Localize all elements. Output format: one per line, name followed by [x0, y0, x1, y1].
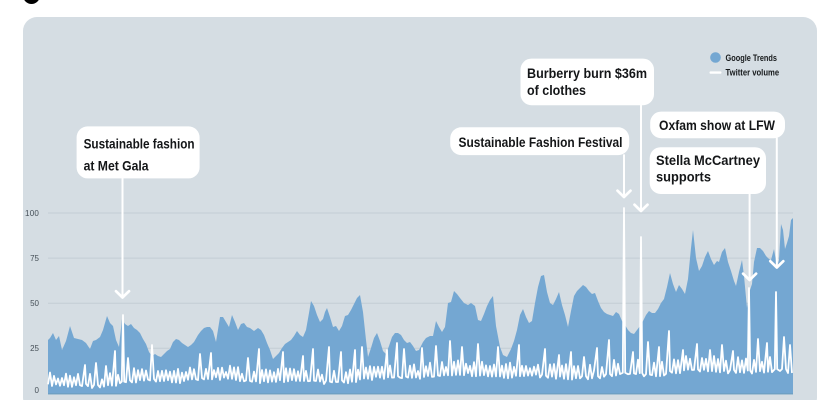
svg-text:Oxfam show at LFW: Oxfam show at LFW — [659, 118, 775, 133]
svg-text:Sustainable Fashion Festival: Sustainable Fashion Festival — [459, 135, 623, 150]
svg-text:at Met Gala: at Met Gala — [84, 158, 149, 173]
svg-text:25: 25 — [30, 344, 39, 353]
svg-text:Burberry burn $36m: Burberry burn $36m — [527, 66, 647, 81]
svg-text:Twitter volume: Twitter volume — [726, 68, 780, 78]
svg-text:Google Trends: Google Trends — [726, 53, 778, 63]
svg-text:100: 100 — [25, 209, 39, 218]
svg-text:of clothes: of clothes — [527, 83, 586, 98]
svg-text:50: 50 — [30, 299, 39, 308]
svg-text:Sustainable fashion: Sustainable fashion — [84, 136, 195, 151]
svg-text:0: 0 — [35, 386, 40, 395]
svg-text:Stella McCartney: Stella McCartney — [656, 153, 760, 168]
svg-text:75: 75 — [30, 254, 39, 263]
svg-text:supports: supports — [656, 170, 711, 185]
